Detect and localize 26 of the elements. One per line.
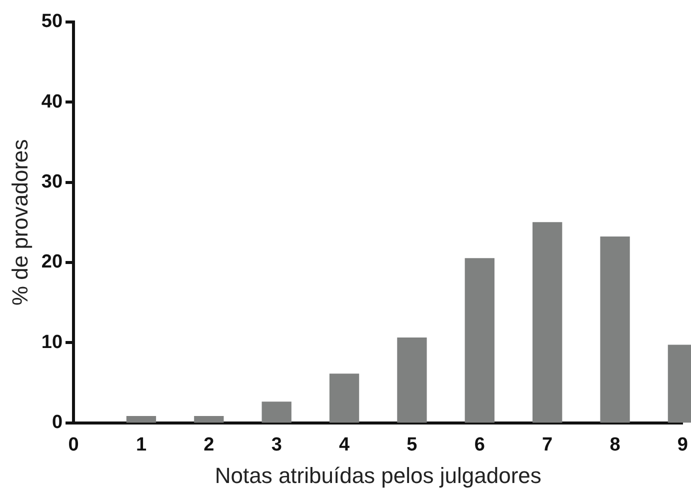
x-tick-label: 3 bbox=[271, 434, 282, 456]
x-tick-label: 0 bbox=[68, 434, 79, 456]
bar bbox=[464, 258, 494, 423]
x-axis-title: Notas atribuídas pelos julgadores bbox=[214, 462, 542, 488]
y-tick-label: 40 bbox=[41, 91, 63, 112]
bar bbox=[600, 236, 630, 423]
x-tick-label: 5 bbox=[406, 434, 418, 456]
y-tick-label: 10 bbox=[41, 332, 63, 353]
x-tick-label: 2 bbox=[204, 434, 214, 456]
y-tick-label: 20 bbox=[41, 252, 63, 273]
x-tick-label: 4 bbox=[338, 434, 350, 456]
bar bbox=[262, 402, 292, 423]
x-tick-label: 8 bbox=[610, 434, 620, 456]
x-tick-label: 1 bbox=[136, 434, 147, 456]
bar bbox=[532, 222, 562, 423]
y-tick-label: 50 bbox=[41, 11, 63, 32]
bar bbox=[329, 374, 360, 423]
x-tick-label: 6 bbox=[474, 434, 485, 456]
y-axis-title: % de provadores bbox=[7, 139, 32, 306]
y-tick-label: 0 bbox=[52, 412, 63, 434]
bar bbox=[397, 338, 427, 423]
y-tick-label: 30 bbox=[41, 172, 63, 193]
x-tick-label: 9 bbox=[677, 434, 688, 456]
x-tick-label: 7 bbox=[542, 434, 553, 456]
bar bbox=[194, 416, 224, 423]
bar bbox=[126, 416, 156, 423]
